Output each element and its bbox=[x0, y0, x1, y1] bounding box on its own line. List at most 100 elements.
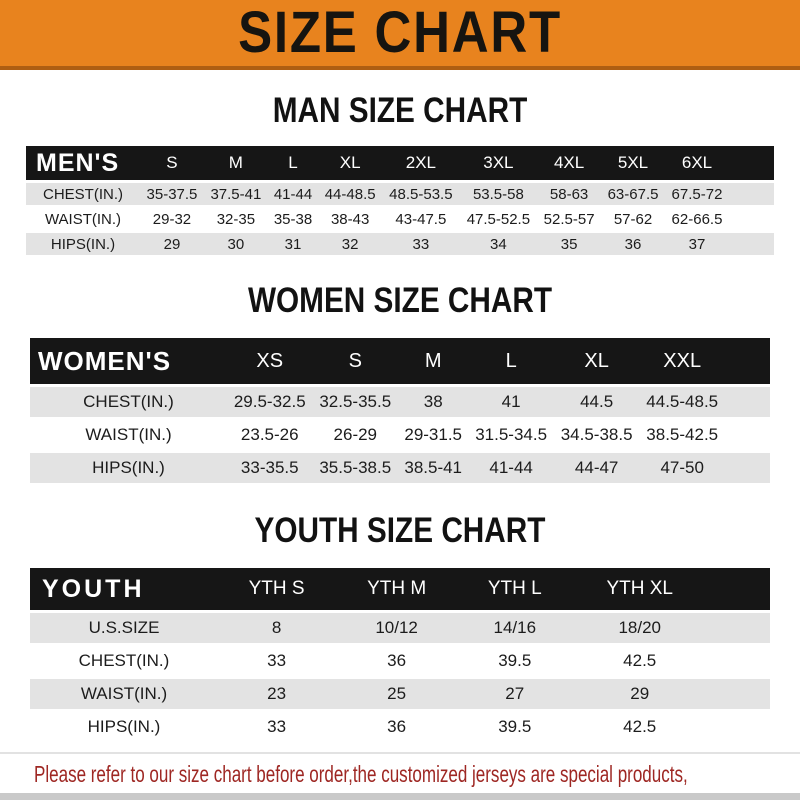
size-value: 35 bbox=[537, 233, 602, 255]
size-value: 33-35.5 bbox=[227, 453, 313, 483]
youth-size-table-container: YOUTH YTH S YTH M YTH L YTH XL U.S.SIZE 8 10/12… bbox=[0, 565, 800, 745]
row-spacer-cell bbox=[708, 646, 770, 676]
size-column-header: M bbox=[203, 146, 268, 180]
size-column-header: XL bbox=[318, 146, 383, 180]
size-value: 36 bbox=[601, 233, 665, 255]
size-value: 35-38 bbox=[273, 210, 313, 228]
size-value: 31 bbox=[267, 233, 319, 255]
row-spacer-cell bbox=[725, 420, 770, 450]
youth-size-section: YOUTH SIZE CHART YOUTH YTH S YTH M YTH L YTH… bbox=[0, 511, 800, 745]
women-size-section: WOMEN SIZE CHART WOMEN'S XS S M L XL XXL CHEST(… bbox=[0, 281, 800, 486]
banner-title: SIZE CHART bbox=[238, 0, 562, 65]
size-value: 41-44 bbox=[267, 183, 319, 205]
size-value: 44.5 bbox=[553, 387, 640, 417]
size-value: 33 bbox=[267, 717, 287, 736]
size-value: 48.5-53.5 bbox=[382, 183, 460, 205]
size-value: 34.5-38.5 bbox=[560, 425, 633, 444]
size-column-header: YTH S bbox=[218, 568, 336, 610]
table-row: CHEST(IN.) 35-37.5 37.5-41 41-44 44-48.5 48.5… bbox=[26, 183, 774, 205]
size-value: 25 bbox=[335, 679, 459, 709]
size-column-header: YTH XL bbox=[571, 568, 708, 610]
bottom-edge-strip bbox=[0, 793, 800, 800]
men-size-table: MEN'S S M L XL 2XL 3XL 4XL 5XL 6XL CHEST(IN.) 35-37… bbox=[26, 143, 774, 258]
row-label: CHEST(IN.) bbox=[26, 183, 140, 205]
header-spacer-cell bbox=[729, 146, 774, 180]
size-value: 38.5-41 bbox=[398, 453, 469, 483]
size-value: 42.5 bbox=[623, 651, 657, 670]
table-row: HIPS(IN.) 33-35.5 35.5-38.5 38.5-41 41-44 44-… bbox=[30, 453, 770, 483]
size-column-header: M bbox=[398, 338, 469, 384]
size-value: 18/20 bbox=[571, 613, 708, 643]
header-spacer-cell bbox=[725, 338, 770, 384]
size-column-header: 5XL bbox=[601, 146, 665, 180]
women-size-table: WOMEN'S XS S M L XL XXL CHEST(IN.) 29.5-32.5 32.5… bbox=[30, 335, 770, 486]
table-row: WAIST(IN.) 29-32 32-35 35-38 38-43 43-47.5 47.… bbox=[26, 208, 774, 230]
table-row: WAIST(IN.) 23 25 27 29 bbox=[30, 679, 770, 709]
size-value: 63-67.5 bbox=[601, 183, 665, 205]
table-header-row: YOUTH YTH S YTH M YTH L YTH XL bbox=[30, 568, 770, 610]
row-label: U.S.SIZE bbox=[30, 613, 218, 643]
header-spacer-cell bbox=[708, 568, 770, 610]
table-row: CHEST(IN.) 29.5-32.5 32.5-35.5 38 41 44.5 44.5… bbox=[30, 387, 770, 417]
size-value: 41-44 bbox=[468, 453, 554, 483]
size-value: 37 bbox=[664, 233, 729, 255]
size-value: 30 bbox=[203, 233, 268, 255]
size-value: 32.5-35.5 bbox=[312, 387, 399, 417]
size-column-header: S bbox=[312, 338, 399, 384]
row-label: HIPS(IN.) bbox=[26, 233, 140, 255]
size-value: 10/12 bbox=[335, 613, 459, 643]
size-value: 44-47 bbox=[553, 453, 640, 483]
table-title-cell: YOUTH bbox=[30, 568, 218, 610]
size-column-header: L bbox=[468, 338, 554, 384]
women-section-title: WOMEN SIZE CHART bbox=[247, 281, 553, 320]
row-spacer-cell bbox=[708, 679, 770, 709]
size-value: 43-47.5 bbox=[395, 210, 447, 228]
size-value: 34 bbox=[459, 233, 538, 255]
size-column-header: XL bbox=[553, 338, 640, 384]
size-value: 33 bbox=[267, 651, 287, 670]
men-section-title: MAN SIZE CHART bbox=[272, 91, 528, 130]
men-size-section: MAN SIZE CHART MEN'S S M L XL 2XL 3XL 4XL 5XL 6XL… bbox=[0, 91, 800, 258]
table-row: WAIST(IN.) 23.5-26 26-29 29-31.5 31.5-34.5 34… bbox=[30, 420, 770, 450]
size-value: 47.5-52.5 bbox=[466, 210, 531, 228]
size-value: 29 bbox=[571, 679, 708, 709]
size-value: 41 bbox=[468, 387, 554, 417]
row-label: CHEST(IN.) bbox=[30, 387, 227, 417]
table-row: U.S.SIZE 8 10/12 14/16 18/20 bbox=[30, 613, 770, 643]
size-column-header: 3XL bbox=[459, 146, 538, 180]
row-label: HIPS(IN.) bbox=[30, 453, 227, 483]
size-value: 44-48.5 bbox=[318, 183, 383, 205]
row-label: WAIST(IN.) bbox=[30, 679, 218, 709]
size-column-header: YTH M bbox=[335, 568, 459, 610]
youth-section-title: YOUTH SIZE CHART bbox=[254, 511, 546, 550]
table-row: HIPS(IN.) 29 30 31 32 33 34 35 36 37 bbox=[26, 233, 774, 255]
row-spacer-cell bbox=[708, 712, 770, 742]
size-value: 32-35 bbox=[216, 210, 256, 228]
size-value: 57-62 bbox=[613, 210, 653, 228]
size-value: 29-31.5 bbox=[404, 425, 463, 444]
size-value: 8 bbox=[218, 613, 336, 643]
size-value: 38 bbox=[398, 387, 469, 417]
row-label: WAIST(IN.) bbox=[44, 210, 122, 228]
size-column-header: YTH L bbox=[458, 568, 572, 610]
size-value: 35.5-38.5 bbox=[312, 453, 399, 483]
row-label: WAIST(IN.) bbox=[85, 425, 172, 444]
size-value: 29-32 bbox=[152, 210, 192, 228]
size-value: 42.5 bbox=[623, 717, 657, 736]
size-value: 31.5-34.5 bbox=[475, 425, 548, 444]
size-value: 14/16 bbox=[458, 613, 572, 643]
table-title-cell: MEN'S bbox=[26, 146, 140, 180]
size-value: 23.5-26 bbox=[240, 425, 299, 444]
women-size-table-container: WOMEN'S XS S M L XL XXL CHEST(IN.) 29.5-32.5 32.5… bbox=[0, 335, 800, 486]
size-value: 39.5 bbox=[498, 651, 532, 670]
size-value: 58-63 bbox=[537, 183, 602, 205]
size-value: 35-37.5 bbox=[140, 183, 204, 205]
disclaimer-line-1: Please refer to our size chart before or… bbox=[34, 761, 688, 787]
size-value: 39.5 bbox=[498, 717, 532, 736]
size-chart-banner: SIZE CHART bbox=[0, 0, 800, 70]
size-value: 44.5-48.5 bbox=[639, 387, 725, 417]
size-value: 33 bbox=[382, 233, 460, 255]
row-spacer-cell bbox=[729, 233, 774, 255]
size-value: 62-66.5 bbox=[671, 210, 723, 228]
men-size-table-container: MEN'S S M L XL 2XL 3XL 4XL 5XL 6XL CHEST(IN.) 35-37… bbox=[0, 143, 800, 258]
